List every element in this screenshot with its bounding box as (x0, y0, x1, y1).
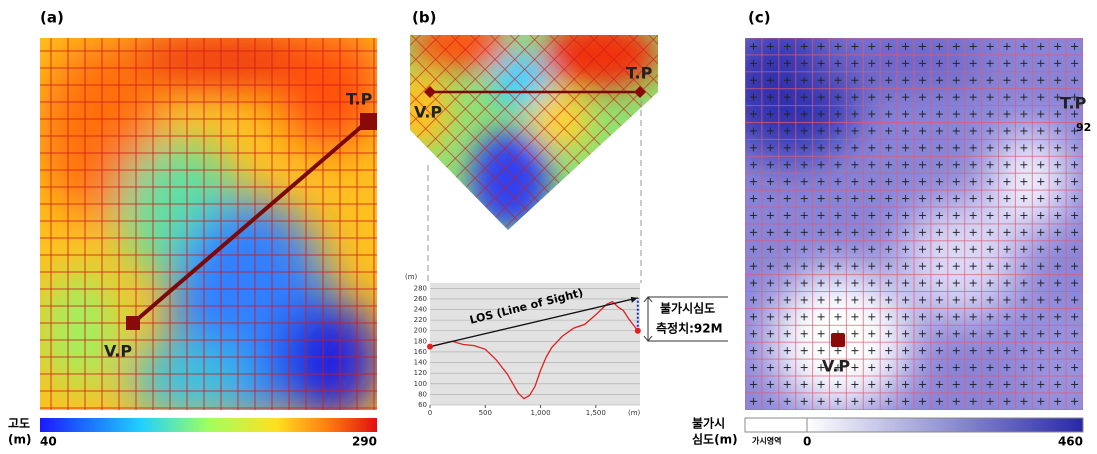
tp-label: T.P (626, 64, 653, 83)
colorbar-min: 40 (40, 435, 57, 449)
tp-marker (360, 113, 377, 130)
tp-marker (634, 86, 646, 98)
panel-label: (c) (748, 9, 771, 27)
invisibility-map (745, 38, 1083, 410)
elevation-map (410, 35, 658, 230)
tp-label: T.P (1060, 94, 1087, 113)
visible-area-label: 가시영역 (752, 436, 781, 446)
y-tick-label: 100 (414, 380, 427, 388)
elevation-map (40, 38, 377, 410)
y-tick-label: 140 (414, 359, 427, 367)
y-tick-label: 80 (418, 390, 427, 398)
y-unit: (m) (405, 273, 418, 281)
profile-line (429, 300, 639, 400)
colorbar-title: 고도 (8, 417, 30, 431)
vp-label: V.P (104, 342, 132, 361)
y-tick-label: 220 (414, 316, 427, 324)
panel-label: (b) (412, 9, 436, 27)
y-tick-label: 280 (414, 284, 427, 292)
colorbar (40, 418, 377, 432)
x-tick-label: 0 (428, 409, 432, 417)
profile-plot: 60 80 100 120 140 160 180 200 220 240 260 280 0 500 1,… (414, 284, 641, 417)
tp-point (634, 327, 641, 334)
y-tick-label: 260 (414, 295, 427, 303)
colorbar-min: 0 (803, 435, 811, 449)
tp-label: T.P (346, 90, 373, 109)
vp-point (427, 343, 433, 350)
colorbar-unit: 심도(m) (692, 432, 738, 447)
y-tick-label: 200 (414, 327, 427, 335)
colorbar-max: 290 (352, 435, 377, 449)
colorbar-title: 불가시 (692, 416, 725, 431)
vp-marker (831, 333, 845, 347)
vp-marker (424, 86, 436, 98)
x-tick-label: 500 (479, 409, 492, 417)
x-unit: (m) (628, 409, 641, 417)
los-line (429, 297, 638, 348)
panel-label: (a) (40, 9, 64, 27)
vp-marker (126, 316, 140, 330)
x-tick-label: 1,500 (586, 409, 606, 417)
colorbar-unit: (m) (8, 433, 31, 447)
visible-area-swatch (744, 417, 808, 433)
vp-label: V.P (822, 357, 850, 376)
los-arrowhead (630, 296, 638, 303)
colorbar (806, 417, 1084, 433)
y-tick-label: 60 (418, 401, 427, 409)
vp-label: V.P (414, 103, 442, 122)
depth-bracket (643, 296, 728, 342)
x-tick-label: 1,000 (531, 409, 551, 417)
depth-label: 불가시심도 (660, 301, 715, 316)
tp-depth: 92 (1076, 121, 1091, 134)
depth-value: 측정치:92M (656, 321, 723, 336)
y-tick-label: 240 (414, 306, 427, 314)
colorbar-max: 460 (1058, 435, 1083, 449)
sight-line (131, 119, 370, 325)
y-tick-label: 160 (414, 348, 427, 356)
y-tick-label: 120 (414, 369, 427, 377)
y-tick-label: 180 (414, 337, 427, 345)
